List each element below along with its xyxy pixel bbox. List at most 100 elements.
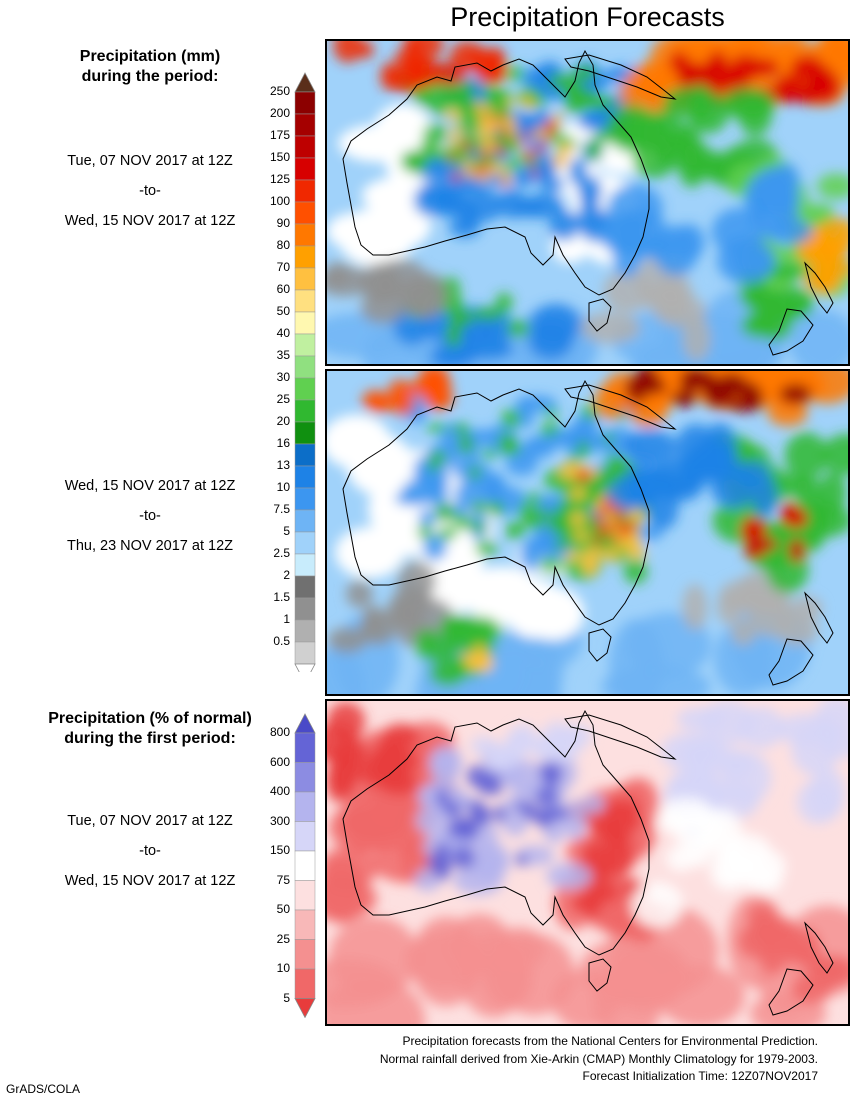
coastlines: [342, 709, 834, 1016]
colorbar-tick-label: 1: [283, 612, 290, 626]
colorbar-band: [294, 201, 316, 225]
colorbar-tick-label: 300: [269, 813, 290, 828]
colorbar-tick-label: 600: [269, 754, 290, 769]
colorbar-tick-label: 200: [269, 106, 290, 120]
colorbar-tick-label: 13: [276, 458, 290, 472]
colorbar-band: [294, 850, 316, 881]
colorbar-tick-label: 60: [276, 282, 290, 296]
colorbar-tick-label: 10: [276, 961, 290, 975]
colorbar-band: [294, 968, 316, 999]
panel1-sep: -to-: [139, 183, 161, 199]
colorbar-tick-label: 20: [276, 414, 290, 428]
map-panel-precip-period2: [325, 369, 850, 696]
colorbar-band: [294, 509, 316, 533]
colorbar-band: [294, 267, 316, 291]
colorbar-tick-label: 175: [269, 128, 290, 142]
colorbar-band: [294, 399, 316, 423]
colorbar-band: [294, 619, 316, 643]
precip-field: [327, 41, 848, 364]
panel3-sep: -to-: [139, 843, 161, 859]
colorbar-band: [294, 223, 316, 247]
colorbar-band: [294, 597, 316, 621]
percent-colorbar: [294, 713, 316, 1018]
colorbar-band: [294, 289, 316, 313]
colorbar-tick-label: 250: [269, 84, 290, 98]
colorbar-band: [294, 939, 316, 970]
coastlines: [342, 49, 834, 356]
colorbar-tick-label: 70: [276, 260, 290, 274]
panel2-end: Thu, 23 NOV 2017 at 12Z: [66, 538, 234, 554]
page-title: Precipitation Forecasts: [450, 2, 725, 32]
colorbar-band: [294, 157, 316, 181]
colorbar-tick-label: 125: [269, 172, 290, 186]
colorbar-band: [294, 880, 316, 911]
credits-line-3: Forecast Initialization Time: 12Z07NOV20…: [582, 1069, 818, 1083]
software-credit: GrADS/COLA: [6, 1082, 81, 1096]
colorbar-tick-label: 1.5: [273, 590, 290, 604]
panel1-header-line2: during the period:: [81, 68, 219, 85]
colorbar-band: [294, 355, 316, 379]
coastlines: [342, 379, 834, 686]
colorbar-tick-label: 7.5: [273, 502, 290, 516]
colorbar-band: [294, 421, 316, 445]
colorbar-band: [294, 91, 316, 115]
colorbar-tick-label: 800: [269, 725, 290, 739]
credits-line-1: Precipitation forecasts from the Nationa…: [402, 1034, 818, 1048]
panel1-header: Precipitation (mm) during the period:: [30, 47, 270, 87]
colorbar-top-arrow: [294, 713, 316, 734]
colorbar-tick-label: 5: [283, 990, 290, 1005]
colorbar-band: [294, 732, 316, 763]
colorbar-tick-label: 25: [276, 931, 290, 946]
colorbar-band: [294, 791, 316, 822]
colorbar-tick-label: 80: [276, 238, 290, 252]
precip-colorbar: [294, 72, 316, 672]
colorbar-band: [294, 762, 316, 793]
colorbar-tick-label: 35: [276, 348, 290, 362]
colorbar-band: [294, 377, 316, 401]
colorbar-tick-label: 150: [269, 150, 290, 164]
colorbar-bottom-arrow: [294, 998, 316, 1018]
panel1-start: Tue, 07 NOV 2017 at 12Z: [67, 153, 233, 169]
colorbar-band: [294, 909, 316, 940]
panel3-header-line1: Precipitation (% of normal): [48, 710, 252, 727]
colorbar-tick-label: 100: [269, 194, 290, 208]
colorbar-tick-label: 400: [269, 784, 290, 798]
panel2-start: Wed, 15 NOV 2017 at 12Z: [64, 478, 236, 494]
colorbar-band: [294, 465, 316, 489]
precip-field: [327, 371, 848, 694]
credits-line-2: Normal rainfall derived from Xie-Arkin (…: [379, 1051, 818, 1066]
colorbar-band: [294, 641, 316, 665]
colorbar-tick-label: 10: [276, 480, 290, 494]
colorbar-tick-label: 0.5: [273, 634, 290, 648]
colorbar-top-arrow: [294, 72, 316, 93]
colorbar-tick-label: 50: [276, 902, 290, 916]
colorbar-band: [294, 245, 316, 269]
colorbar-tick-label: 2.5: [273, 546, 290, 560]
colorbar-band: [294, 333, 316, 357]
colorbar-band: [294, 179, 316, 203]
colorbar-tick-label: 90: [276, 216, 290, 230]
colorbar-tick-label: 40: [276, 326, 290, 340]
panel2-sep: -to-: [139, 508, 161, 524]
map-panel-percent-normal: [325, 699, 850, 1026]
colorbar-band: [294, 135, 316, 159]
colorbar-band: [294, 553, 316, 577]
panel3-end: Wed, 15 NOV 2017 at 12Z: [64, 873, 236, 889]
colorbar-band: [294, 311, 316, 335]
colorbar-tick-label: 2: [283, 568, 290, 582]
colorbar-band: [294, 443, 316, 467]
panel1-end: Wed, 15 NOV 2017 at 12Z: [64, 213, 236, 229]
colorbar-tick-label: 5: [283, 524, 290, 538]
colorbar-tick-label: 75: [276, 872, 290, 887]
colorbar-band: [294, 821, 316, 852]
panel3-header: Precipitation (% of normal) during the f…: [10, 709, 290, 749]
colorbar-band: [294, 487, 316, 511]
colorbar-band: [294, 575, 316, 599]
colorbar-band: [294, 113, 316, 137]
colorbar-band: [294, 531, 316, 555]
colorbar-tick-label: 50: [276, 304, 290, 318]
colorbar-tick-label: 30: [276, 370, 290, 384]
panel3-header-line2: during the first period:: [64, 730, 236, 747]
colorbar-tick-label: 16: [276, 436, 290, 450]
colorbar-tick-label: 25: [276, 392, 290, 406]
